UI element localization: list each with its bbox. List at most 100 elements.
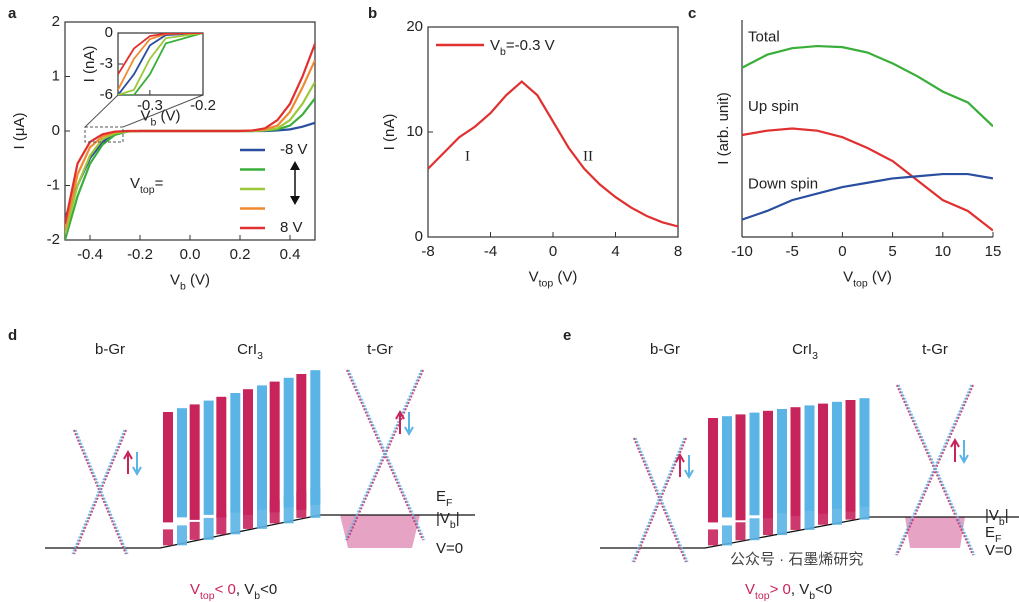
x-axis-label-part: (V) <box>553 268 577 285</box>
x-tick-label: 0.4 <box>280 246 301 263</box>
band-bar-low <box>859 489 870 520</box>
band-bar-low <box>818 500 828 525</box>
x-tick-label: -5 <box>786 243 799 260</box>
series-label: Total <box>748 29 780 46</box>
x-axis-label-part: V <box>843 268 853 285</box>
data-line <box>742 172 993 221</box>
y-tick-label: -1 <box>47 176 60 193</box>
band-bar-low <box>163 529 173 546</box>
legend-title-part: top <box>140 184 155 196</box>
caption: Vtop> 0, Vb<0 <box>745 581 832 602</box>
x-axis-label-part: top <box>853 277 868 289</box>
column-label: b-Gr <box>95 341 125 358</box>
panel-letter: e <box>563 327 571 344</box>
data-line <box>742 44 993 128</box>
band-bar <box>845 400 856 512</box>
band-bar-low <box>832 496 842 525</box>
caption-part: <0 <box>815 581 832 598</box>
potential-line <box>600 516 1019 549</box>
band-bar-low <box>749 518 760 541</box>
data-line <box>65 43 315 224</box>
level-label-part: V=0 <box>436 540 463 557</box>
level-label-part: F <box>446 497 452 509</box>
band-bar-low <box>257 502 267 529</box>
spin-up <box>395 409 405 434</box>
level-label: EF <box>985 524 1001 545</box>
legend-title-part: V <box>130 175 140 192</box>
x-axis-label-part: (V) <box>156 108 180 125</box>
level-label: |Vb| <box>436 510 460 531</box>
legend-title-part: = <box>155 175 164 192</box>
band-bar <box>832 401 842 509</box>
band-bar-low <box>735 522 746 541</box>
band-bar <box>818 403 828 514</box>
band-bar-low <box>189 521 200 540</box>
data-line <box>742 127 993 232</box>
band-bar <box>216 396 227 518</box>
x-tick-label: -8 <box>421 243 434 260</box>
y-tick-label: 0 <box>52 122 60 139</box>
annotation: I <box>465 148 470 164</box>
band-bar <box>722 416 732 518</box>
band-bar <box>269 381 280 513</box>
plot: -0.3 -0.2 0 -3 -6 Vb (V) I (nA) <box>81 24 216 129</box>
dirac-cone <box>631 437 689 563</box>
band-bar-low <box>296 491 307 518</box>
caption-part: b <box>809 590 815 602</box>
x-tick-label: 10 <box>934 243 951 260</box>
x-tick-label: -4 <box>484 243 497 260</box>
plot: -8 -4 0 4 8 0 10 20 Vtop (V) I (nA) <box>381 18 682 289</box>
level-label-part: F <box>995 533 1001 545</box>
panel-letter: b <box>368 5 377 22</box>
x-tick-label: -10 <box>731 243 753 260</box>
band-bar <box>163 412 173 523</box>
band-bar-low <box>203 517 214 540</box>
level-label-part: | <box>1005 507 1009 524</box>
legend-label-part: =-0.3 V <box>506 37 555 54</box>
x-tick-label: 0.0 <box>180 246 201 263</box>
column-label: b-Gr <box>650 341 680 358</box>
x-tick-label: 15 <box>985 243 1002 260</box>
level-label: V=0 <box>436 540 463 557</box>
caption: Vtop< 0, Vb<0 <box>190 581 277 602</box>
band-bar <box>790 407 801 516</box>
band-bar-low <box>269 499 280 524</box>
caption-part: <0 <box>260 581 277 598</box>
fermi-fill <box>340 515 420 548</box>
x-axis-label: Vb (V) <box>140 108 180 129</box>
caption-part: top <box>200 590 215 602</box>
dirac-cone <box>895 384 975 556</box>
column-label-part: CrI <box>792 341 812 358</box>
column-label-part: 3 <box>812 350 818 362</box>
band-bar <box>230 393 241 513</box>
x-tick-label: 4 <box>611 243 619 260</box>
legend-label: Vb=-0.3 V <box>490 37 555 58</box>
spin-down <box>404 412 414 437</box>
band-bar-low <box>216 514 227 535</box>
series-label: Up spin <box>748 98 799 115</box>
x-tick-label: 8 <box>674 243 682 260</box>
data-line <box>118 33 203 95</box>
column-label: t-Gr <box>922 341 948 358</box>
level-label-part: |V <box>436 510 450 527</box>
data-line <box>118 33 203 95</box>
legend-title: Vtop= <box>130 175 164 196</box>
x-tick-label: 0.2 <box>230 246 251 263</box>
x-axis-label-part: (V) <box>868 268 892 285</box>
band-bar-low <box>708 529 718 546</box>
caption-part: , V <box>236 581 254 598</box>
annotation: II <box>583 148 593 164</box>
x-axis-label-part: b <box>151 116 157 128</box>
band-bar <box>177 408 187 518</box>
band-bar-low <box>777 511 787 536</box>
caption-part: b <box>254 590 260 602</box>
legend-arrowhead <box>290 161 300 205</box>
x-axis-label-part: top <box>539 277 554 289</box>
band-bar <box>296 374 307 510</box>
band-bar <box>859 398 870 507</box>
band-bar-low <box>230 510 241 535</box>
caption-part: V <box>190 581 200 598</box>
y-axis-label: I (nA) <box>381 114 398 151</box>
spin-down <box>684 455 694 480</box>
zoom-link <box>84 94 119 128</box>
